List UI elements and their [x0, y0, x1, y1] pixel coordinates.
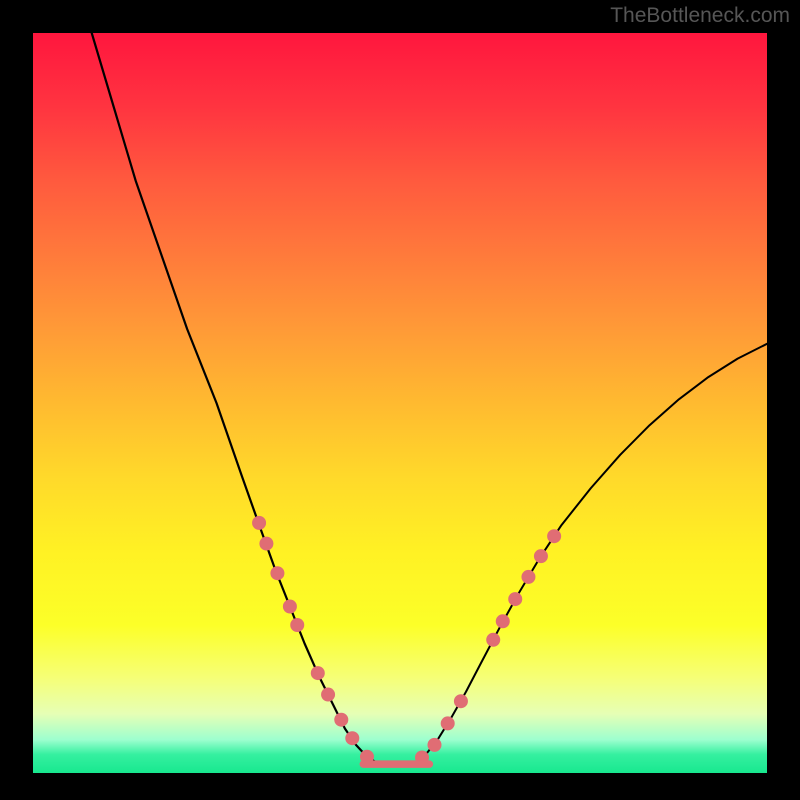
marker-point [454, 694, 468, 708]
marker-point [321, 688, 335, 702]
marker-point [547, 529, 561, 543]
chart-container: TheBottleneck.com [0, 0, 800, 800]
marker-point [441, 716, 455, 730]
marker-point [486, 633, 500, 647]
marker-point [496, 614, 510, 628]
marker-point [270, 566, 284, 580]
marker-point [521, 570, 535, 584]
marker-point [334, 713, 348, 727]
marker-point [508, 592, 522, 606]
marker-point [290, 618, 304, 632]
marker-point [252, 516, 266, 530]
marker-point [534, 549, 548, 563]
plot-background [33, 33, 767, 773]
marker-point [345, 731, 359, 745]
marker-point [259, 537, 273, 551]
marker-point [427, 738, 441, 752]
marker-point [311, 666, 325, 680]
watermark-text: TheBottleneck.com [610, 4, 790, 28]
bottleneck-chart [0, 0, 800, 800]
marker-point [283, 600, 297, 614]
